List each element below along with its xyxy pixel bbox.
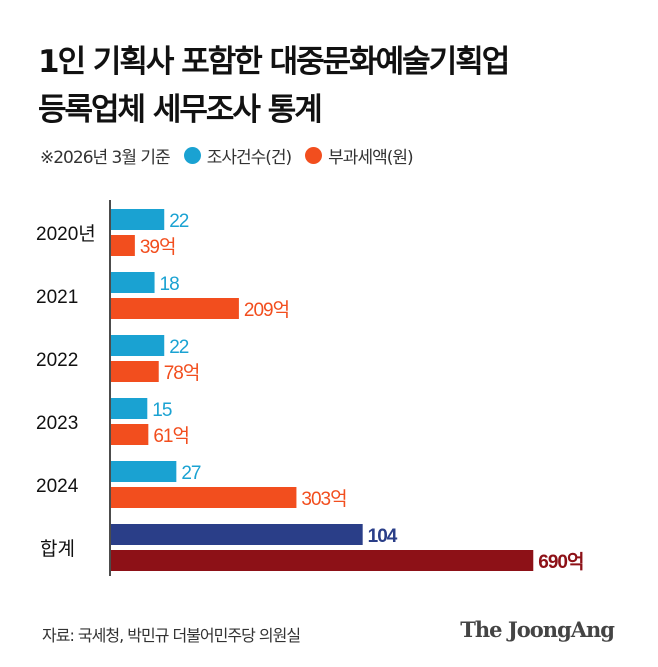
bar-amount: [111, 298, 239, 319]
bar-amount: [111, 361, 159, 382]
bar-count: [111, 524, 363, 545]
legend-amount-label: 부과세액(원): [328, 148, 413, 168]
bar-count: [111, 209, 165, 230]
category-label: 2023: [36, 413, 78, 434]
data-label: 22: [169, 337, 189, 358]
data-label: 690억: [538, 551, 583, 573]
bar-count: [111, 461, 177, 482]
bar-count: [111, 398, 148, 419]
category-label: 2024: [36, 476, 79, 497]
bar-amount: [111, 424, 149, 445]
category-label: 2020년: [36, 223, 96, 245]
data-label: 22: [169, 211, 189, 232]
chart-title-line1: 1인 기획사 포함한 대중문화예술기획업: [38, 44, 510, 80]
bar-amount: [111, 235, 135, 256]
category-label: 2022: [36, 350, 78, 371]
publisher-logo: The JoongAng: [460, 617, 615, 642]
data-label: 209억: [244, 299, 289, 321]
bar-amount: [111, 487, 297, 508]
legend: ※2026년 3월 기준 조사건수(건) 부과세액(원): [40, 143, 414, 168]
data-label: 78억: [164, 362, 200, 384]
data-label: 104: [368, 526, 398, 547]
bar-count: [111, 272, 155, 293]
data-label: 18: [160, 274, 180, 295]
chart-title-line2: 등록업체 세무조사 통계: [38, 92, 323, 128]
data-label: 27: [181, 463, 201, 484]
category-label: 2021: [36, 287, 78, 308]
data-label: 39억: [140, 236, 176, 258]
data-label: 303억: [301, 488, 346, 510]
legend-count-label: 조사건수(건): [206, 148, 292, 168]
category-label: 합계: [40, 538, 75, 560]
data-label: 61억: [153, 425, 189, 447]
legend-dot-amount: [305, 147, 323, 164]
source-note: 자료: 국세청, 박민규 더불어민주당 의원실: [42, 626, 301, 645]
legend-dot-count: [183, 147, 201, 164]
legend-note: ※2026년 3월 기준: [40, 148, 171, 168]
bar-amount: [111, 550, 534, 571]
bar-count: [111, 335, 165, 356]
data-label: 15: [152, 400, 172, 421]
